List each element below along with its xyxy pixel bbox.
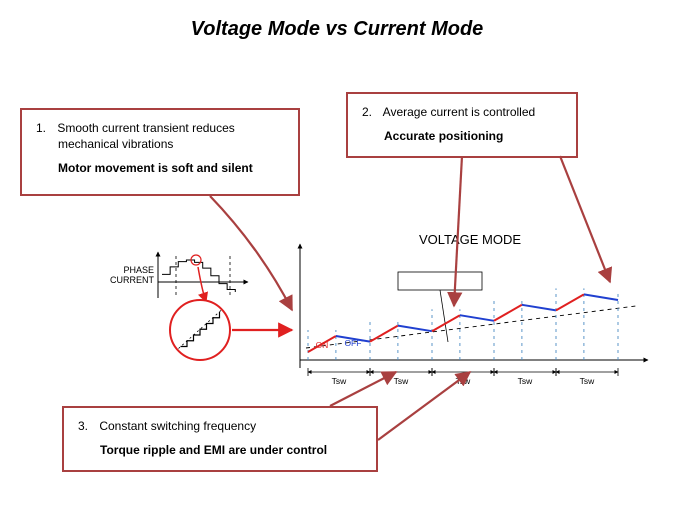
svg-text:Tsw: Tsw — [332, 376, 348, 386]
svg-text:Tsw: Tsw — [394, 376, 410, 386]
svg-text:ON: ON — [316, 340, 329, 350]
svg-text:Tsw: Tsw — [580, 376, 596, 386]
svg-text:Tsw: Tsw — [518, 376, 534, 386]
svg-text:OFF: OFF — [344, 338, 361, 348]
diagram-svg: ONOFFTswTswTswTswTsw — [0, 0, 674, 506]
